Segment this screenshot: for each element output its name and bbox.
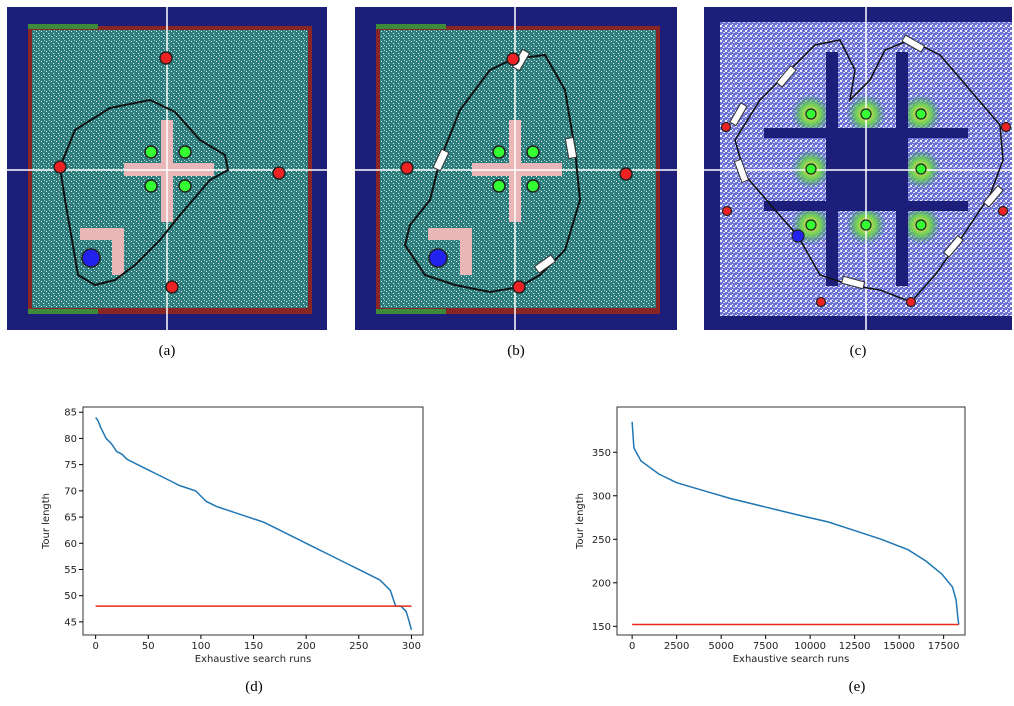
- panel-c: [704, 7, 1012, 330]
- y-tick-label: 350: [592, 448, 611, 459]
- caption: (c): [850, 343, 867, 359]
- data-line: [95, 417, 413, 630]
- x-tick-label: 2500: [664, 641, 689, 652]
- caption: (a): [159, 343, 176, 359]
- y-axis-label: Tour length: [575, 493, 586, 550]
- y-tick-label: 70: [64, 486, 77, 497]
- x-tick-label: 100: [191, 641, 210, 652]
- x-axis-label: Exhaustive search runs: [195, 654, 312, 665]
- y-tick-label: 200: [592, 578, 611, 589]
- y-tick-label: 60: [64, 539, 77, 550]
- x-axis-label: Exhaustive search runs: [733, 654, 850, 665]
- y-tick-label: 150: [592, 622, 611, 633]
- y-tick-label: 45: [64, 617, 77, 628]
- data-line: [631, 421, 960, 625]
- x-tick-label: 12500: [839, 641, 871, 652]
- x-tick-label: 0: [629, 641, 635, 652]
- y-tick-label: 55: [64, 565, 77, 576]
- y-tick-label: 85: [64, 408, 77, 419]
- x-tick-label: 50: [142, 641, 155, 652]
- y-axis-label: Tour length: [41, 493, 52, 550]
- x-tick-label: 5000: [708, 641, 733, 652]
- x-tick-label: 17500: [928, 641, 960, 652]
- caption: (e): [849, 679, 866, 695]
- caption: (d): [245, 679, 263, 695]
- panel-b: [355, 7, 677, 330]
- axes-frame: [616, 406, 966, 636]
- x-tick-label: 250: [349, 641, 368, 652]
- x-tick-label: 0: [92, 641, 98, 652]
- x-tick-label: 300: [402, 641, 421, 652]
- x-tick-label: 15000: [883, 641, 915, 652]
- x-tick-label: 10000: [794, 641, 826, 652]
- y-tick-label: 75: [64, 460, 77, 471]
- caption: (b): [507, 343, 525, 359]
- y-tick-label: 80: [64, 434, 77, 445]
- axes-frame: [82, 406, 424, 636]
- x-tick-label: 150: [244, 641, 263, 652]
- y-tick-label: 50: [64, 591, 77, 602]
- y-tick-label: 65: [64, 513, 77, 524]
- y-tick-label: 300: [592, 491, 611, 502]
- x-tick-label: 200: [297, 641, 316, 652]
- x-tick-label: 7500: [753, 641, 778, 652]
- y-tick-label: 250: [592, 535, 611, 546]
- panel-a: [7, 7, 327, 330]
